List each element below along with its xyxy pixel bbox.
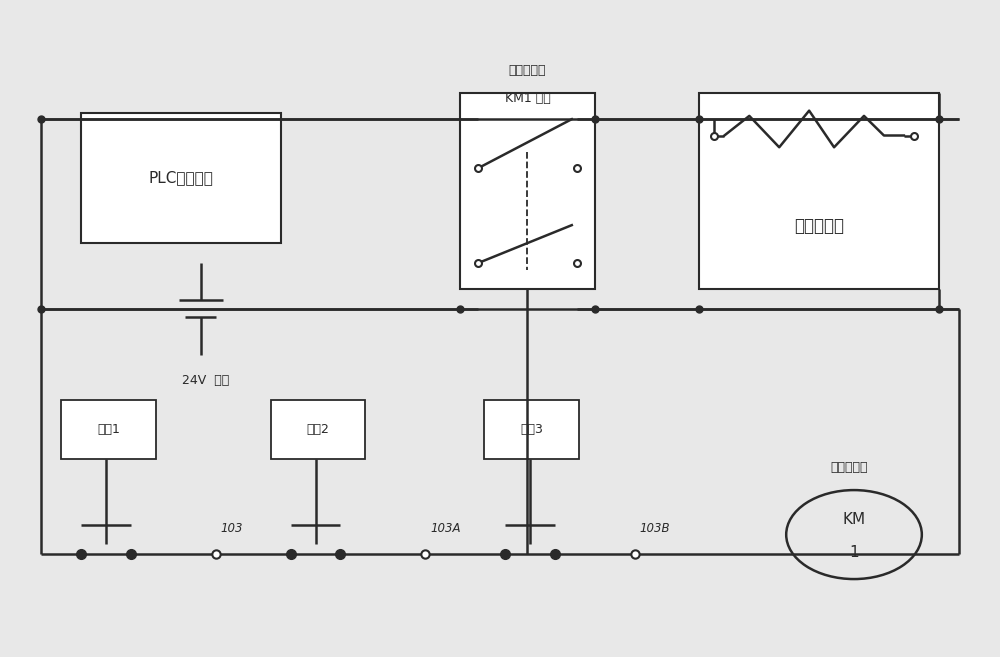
Text: 开关3: 开关3 <box>520 423 543 436</box>
Text: 1: 1 <box>849 545 859 560</box>
Text: KM1 触点: KM1 触点 <box>505 92 550 104</box>
Text: 安全继电器: 安全继电器 <box>830 461 868 474</box>
Text: 103: 103 <box>221 522 243 535</box>
Text: 24V  电源: 24V 电源 <box>182 374 229 387</box>
Text: 安全继电器: 安全继电器 <box>509 64 546 77</box>
Text: 开关1: 开关1 <box>97 423 120 436</box>
Bar <box>81 112 281 244</box>
Text: 卡盘电磁阀: 卡盘电磁阀 <box>794 217 844 235</box>
Text: 103B: 103B <box>640 522 670 535</box>
Bar <box>699 93 939 289</box>
Bar <box>61 401 156 459</box>
Text: PLC控制信号: PLC控制信号 <box>148 171 213 185</box>
Text: 开关2: 开关2 <box>307 423 329 436</box>
Bar <box>460 93 595 289</box>
Bar <box>484 401 579 459</box>
Bar <box>271 401 365 459</box>
Text: 103A: 103A <box>430 522 461 535</box>
Text: KM: KM <box>842 512 866 527</box>
